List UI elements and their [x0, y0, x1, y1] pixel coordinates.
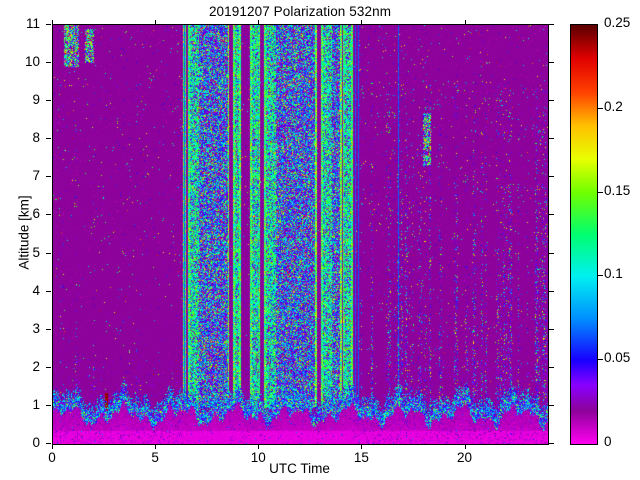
y-tick-label: 6 [32, 206, 40, 222]
x-tick-top [155, 20, 157, 25]
colorbar-tick-label: 0.1 [604, 266, 623, 282]
chart-title: 20191207 Polarization 532nm [208, 4, 392, 19]
y-tick-right [549, 252, 554, 254]
y-tick-right [549, 62, 554, 64]
y-tick-right [549, 404, 554, 406]
y-tick [46, 290, 51, 292]
x-tick-top [464, 20, 466, 25]
y-tick [46, 328, 51, 330]
y-tick-label: 0 [32, 435, 40, 450]
y-tick-label: 2 [32, 358, 40, 374]
y-tick-label: 3 [32, 320, 40, 336]
colorbar-tick-label: 0.15 [604, 182, 631, 198]
x-tick-top [52, 20, 53, 25]
y-tick-label: 11 [25, 16, 40, 31]
y-tick-right [549, 328, 554, 330]
x-tick [361, 444, 363, 449]
colorbar-tick [598, 359, 603, 361]
y-tick [46, 138, 51, 140]
y-tick [46, 24, 51, 25]
y-tick-right [549, 24, 554, 25]
colorbar-tick-label: 0 [604, 434, 612, 449]
y-tick-right [549, 138, 554, 140]
colorbar-gradient [571, 25, 597, 444]
x-axis-title: UTC Time [269, 461, 330, 476]
y-tick [46, 214, 51, 216]
y-tick [46, 100, 51, 102]
colorbar-tick [598, 191, 603, 193]
x-tick-label: 5 [151, 450, 159, 465]
colorbar-tick-label: 0.25 [604, 15, 631, 30]
y-tick-label: 5 [32, 244, 40, 260]
colorbar-tick [598, 107, 603, 109]
y-tick-label: 8 [32, 130, 40, 146]
x-tick [258, 444, 260, 449]
y-tick-right [549, 290, 554, 292]
heatmap-canvas [53, 25, 548, 444]
y-tick-right [549, 214, 554, 216]
x-tick-label: 0 [48, 450, 56, 465]
y-tick [46, 252, 51, 254]
y-axis-title: Altitude [km] [16, 195, 32, 270]
y-tick [46, 366, 51, 368]
colorbar-tick-label: 0.2 [604, 98, 623, 114]
colorbar-tick-label: 0.05 [604, 350, 631, 366]
y-tick [46, 404, 51, 406]
colorbar-tick [598, 275, 603, 277]
y-tick-right [549, 366, 554, 368]
x-tick-label: 10 [250, 450, 266, 465]
x-tick [464, 444, 466, 449]
x-tick-top [361, 20, 363, 25]
y-tick [46, 443, 51, 444]
y-tick [46, 62, 51, 64]
y-tick-right [549, 100, 554, 102]
x-tick-label: 20 [456, 450, 473, 465]
x-tick [52, 444, 53, 449]
y-tick [46, 176, 51, 178]
x-tick-label: 15 [353, 450, 369, 465]
y-tick-label: 10 [24, 54, 40, 70]
y-tick-right [549, 443, 554, 444]
y-tick-label: 9 [32, 92, 40, 108]
y-tick-label: 7 [32, 168, 40, 184]
x-tick [155, 444, 157, 449]
y-tick-label: 4 [32, 282, 40, 298]
y-tick-label: 1 [32, 396, 40, 412]
colorbar [570, 24, 598, 445]
x-tick-top [258, 20, 260, 25]
plot-area [52, 24, 549, 445]
y-tick-right [549, 176, 554, 178]
